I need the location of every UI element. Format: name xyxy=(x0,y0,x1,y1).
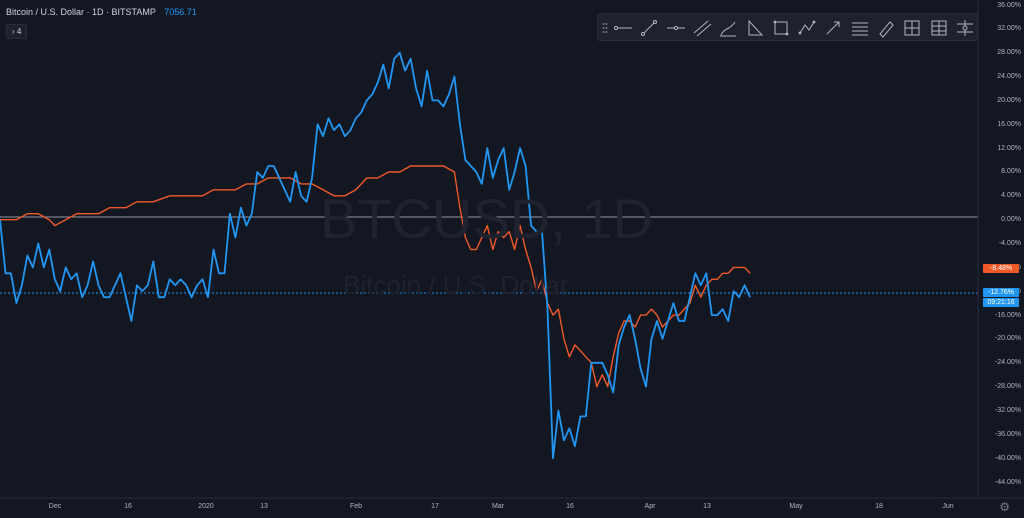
price-tick-label: -32.00% xyxy=(994,406,1021,414)
compare-series-line[interactable] xyxy=(0,165,751,388)
watermark-symbol: BTCUSD, 1D xyxy=(320,187,653,250)
fib-retracement-icon[interactable] xyxy=(849,17,871,39)
time-tick-label: Jun xyxy=(942,503,954,510)
trend-line-icon[interactable] xyxy=(638,17,660,39)
price-tick-label: -36.00% xyxy=(994,430,1021,438)
price-tick-label: 16.00% xyxy=(997,120,1021,128)
price-tick-label: 20.00% xyxy=(997,96,1021,104)
btcusd-series-line[interactable] xyxy=(0,51,751,460)
settings-gear-icon[interactable]: ⚙ xyxy=(999,500,1010,514)
parallel-channel-icon[interactable] xyxy=(691,17,713,39)
price-tick-label: 4.00% xyxy=(1001,192,1021,200)
triangle-icon[interactable] xyxy=(744,17,766,39)
time-tick-label: 16 xyxy=(124,503,132,510)
price-tick-label: 28.00% xyxy=(997,49,1021,57)
time-tick-label: 18 xyxy=(875,503,883,510)
price-tick-label: 0.00% xyxy=(1001,216,1021,224)
price-tick-label: -44.00% xyxy=(994,478,1021,486)
time-tick-label: May xyxy=(789,503,803,510)
price-tick-label: 36.00% xyxy=(997,1,1021,9)
last-price: 7056.71 xyxy=(164,7,197,17)
chart-header: Bitcoin / U.S. Dollar · 1D · BITSTAMP 70… xyxy=(6,7,197,17)
drawing-toolbar xyxy=(597,13,978,41)
blue-series-tag: -12.76% xyxy=(983,288,1019,297)
orange-series-tag: -8.48% xyxy=(983,264,1019,273)
price-tick-label: 12.00% xyxy=(997,144,1021,152)
brush-icon[interactable] xyxy=(717,17,739,39)
arrow-line-icon[interactable] xyxy=(822,17,844,39)
time-tick-label: 2020 xyxy=(198,503,214,510)
time-tick-label: Feb xyxy=(349,503,363,510)
price-tick-label: 32.00% xyxy=(997,25,1021,33)
positions-icon[interactable] xyxy=(954,17,976,39)
price-tick-label: -20.00% xyxy=(994,335,1021,343)
path-icon[interactable] xyxy=(796,17,818,39)
time-tick-label: 17 xyxy=(431,503,439,510)
time-tick-label: Apr xyxy=(644,503,656,510)
time-tick-label: 13 xyxy=(260,503,268,510)
time-tick-label: 16 xyxy=(566,503,574,510)
horizontal-ray-icon[interactable] xyxy=(612,17,634,39)
time-tick-label: 13 xyxy=(703,503,711,510)
price-tick-label: -28.00% xyxy=(994,383,1021,391)
price-tick-label: 24.00% xyxy=(997,73,1021,81)
price-tick-label: -16.00% xyxy=(994,311,1021,319)
drag-handle-icon[interactable] xyxy=(602,22,608,34)
price-tick-label: 8.00% xyxy=(1001,168,1021,176)
bar-countdown-tag: 09:21:16 xyxy=(983,298,1019,307)
price-tick-label: -24.00% xyxy=(994,359,1021,367)
rectangle-icon[interactable] xyxy=(770,17,792,39)
measure-icon[interactable] xyxy=(901,17,923,39)
watermark-name: Bitcoin / U.S. Dollar xyxy=(343,270,569,300)
grid-pattern-icon[interactable] xyxy=(928,17,950,39)
horizontal-line-icon[interactable] xyxy=(665,17,687,39)
symbol-title[interactable]: Bitcoin / U.S. Dollar · 1D · BITSTAMP xyxy=(6,7,156,17)
indicators-collapse-button[interactable]: › 4 xyxy=(6,24,28,39)
price-tick-label: -40.00% xyxy=(994,454,1021,462)
time-tick-label: Dec xyxy=(48,503,62,510)
price-tick-label: -4.00% xyxy=(998,240,1021,247)
pen-icon[interactable] xyxy=(875,17,897,39)
time-tick-label: Mar xyxy=(491,503,505,510)
